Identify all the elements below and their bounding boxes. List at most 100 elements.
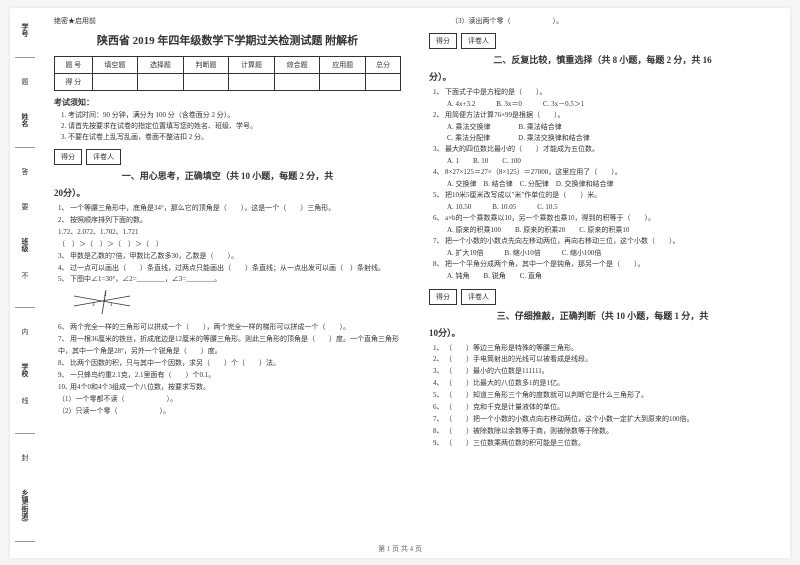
question: 4、过一点可以画出（ ）条直线，过两点只能画出（ ）条直线；从一点出发可以画（ … xyxy=(54,263,401,275)
question: 3、甲数是乙数的7倍，甲数比乙数多30，乙数是（ ）。 xyxy=(54,251,401,263)
grader-box: 评卷人 xyxy=(86,149,121,165)
question: 6、（ ）克和千克是计量液体的单位。 xyxy=(429,402,776,414)
binding-char: 不 xyxy=(20,272,30,287)
exam-title: 陕西省 2019 年四年级数学下学期过关检测试题 附解析 xyxy=(54,32,401,48)
question: 9、一只蜂鸟约重2.1克，2.1里面有（ ）个0.1。 xyxy=(54,370,401,382)
q-text: 把10米5厘米改写成以"米"作单位的是（ ）米。 xyxy=(445,191,601,199)
table-row: 题 号 填空题 选择题 判断题 计算题 综合题 应用题 总分 xyxy=(55,56,401,73)
th: 填空题 xyxy=(92,56,138,73)
th: 题 号 xyxy=(55,56,93,73)
question: 8、比两个因数的积，只与其中一个因数，求另（ ）个（ ）法。 xyxy=(54,358,401,370)
th: 应用题 xyxy=(320,56,366,73)
notice-heading: 考试须知： xyxy=(54,97,401,108)
question: 5、下图中∠1=30°，∠2=________，∠3=________。 xyxy=(54,274,401,286)
q-text: 按照顺序排列下面的数。1.72、2.072、1.702、1.721（ ）＞（ ）… xyxy=(58,216,163,248)
binding-line xyxy=(15,147,35,148)
question: 9、（ ）三位数乘两位数的积可能是三位数。 xyxy=(429,438,776,450)
q-text: 下面式子中是方程的是（ ）。 xyxy=(445,88,547,96)
question: 1、一个等腰三角形中，底角是34°，那么它的顶角是（ ），这是一个（ ）三角形。 xyxy=(54,203,401,215)
score-table: 题 号 填空题 选择题 判断题 计算题 综合题 应用题 总分 得 分 xyxy=(54,56,401,91)
q-text: （ ）比最大的八位数多1的是1亿。 xyxy=(445,379,564,387)
question: 8、把一个平角分成两个角，其中一个是钝角，那另一个是（ ）。 xyxy=(429,259,776,271)
binding-char: 要 xyxy=(20,203,30,218)
angle-label: 2 xyxy=(104,293,107,298)
question: 5、把10米5厘米改写成以"米"作单位的是（ ）米。 xyxy=(429,190,776,202)
question: 4、8×27×125＝27×（8×125）＝27000，这里应用了（ ）。 xyxy=(429,167,776,179)
question: 4、（ ）比最大的八位数多1的是1亿。 xyxy=(429,378,776,390)
angle-diagram: 3 2 1 xyxy=(72,288,132,318)
options: A. 4x+3.2 B. 3x＝0 C. 3x－0.5＞1 xyxy=(429,99,776,110)
binding-label: 学号 xyxy=(20,23,30,37)
q-text: （ ）最小的六位数是111111。 xyxy=(445,367,549,375)
notice-item: 考试时间：90 分钟，满分为 100 分（含卷面分 2 分）。 xyxy=(68,110,401,121)
td xyxy=(320,73,366,90)
binding-char: 封 xyxy=(20,454,30,469)
score-box: 得分 xyxy=(429,33,457,49)
q-text: 8×27×125＝27×（8×125）＝27000，这里应用了（ ）。 xyxy=(445,168,622,176)
left-column: 绝密★启用前 陕西省 2019 年四年级数学下学期过关检测试题 附解析 题 号 … xyxy=(40,8,415,558)
section3-tail: 10分）。 xyxy=(429,326,776,339)
page-footer: 第 1 页 共 4 页 xyxy=(378,544,422,554)
th: 判断题 xyxy=(183,56,229,73)
q-text: 下图中∠1=30°，∠2=________，∠3=________。 xyxy=(70,275,221,283)
q-text: （ ）克和千克是计量液体的单位。 xyxy=(445,403,564,411)
table-row: 得 分 xyxy=(55,73,401,90)
binding-label: 班级 xyxy=(20,238,30,252)
q-text: a×b的一个乘数乘以10，另一个乘数也乘10，得到的积等于（ ）。 xyxy=(445,214,655,222)
question: 1、下面式子中是方程的是（ ）。 xyxy=(429,87,776,99)
q-text: 过一点可以画出（ ）条直线，过两点只能画出（ ）条直线；从一点出发可以画（ ）条… xyxy=(70,264,385,272)
grader-box: 评卷人 xyxy=(461,33,496,49)
options: A. 乘法交换律 B. 乘法结合律C. 乘法分配律 D. 乘法交换律和结合律 xyxy=(429,122,776,144)
section-score-bar: 得分 评卷人 xyxy=(54,149,401,165)
td xyxy=(274,73,320,90)
section-score-bar: 得分 评卷人 xyxy=(429,33,776,49)
secret-mark: 绝密★启用前 xyxy=(54,16,401,26)
q-text: 一只蜂鸟约重2.1克，2.1里面有（ ）个0.1。 xyxy=(70,371,215,379)
question: 7、用一根36厘米的铁丝，折成底边是12厘米的等腰三角形。则此三角形的顶角是（ … xyxy=(54,334,401,358)
td xyxy=(92,73,138,90)
q-text: 用一根36厘米的铁丝，折成底边是12厘米的等腰三角形。则此三角形的顶角是（ ）度… xyxy=(58,335,399,355)
section-score-bar: 得分 评卷人 xyxy=(429,289,776,305)
th: 选择题 xyxy=(138,56,184,73)
question: 3、最大的四位数比最小的（ ）才能成为五位数。 xyxy=(429,144,776,156)
th: 总分 xyxy=(365,56,400,73)
question: 2、（ ）手电筒射出的光线可以被看成是线段。 xyxy=(429,354,776,366)
q-text: （ ）手电筒射出的光线可以被看成是线段。 xyxy=(445,355,592,363)
q-text: 把一个小数的小数点先向左移动两位，再向右移动三位，这个小数（ ）。 xyxy=(445,237,680,245)
score-box: 得分 xyxy=(429,289,457,305)
binding-line xyxy=(15,307,35,308)
binding-label: 乡镇(街道) xyxy=(20,489,30,522)
score-box: 得分 xyxy=(54,149,82,165)
q-text: 两个完全一样的三角形可以拼成一个（ ），两个完全一样的梯形可以拼成一个（ ）。 xyxy=(70,323,350,331)
binding-line xyxy=(15,541,35,542)
td xyxy=(365,73,400,90)
grader-box: 评卷人 xyxy=(461,289,496,305)
notice-list: 考试时间：90 分钟，满分为 100 分（含卷面分 2 分）。 请首先按要求在试… xyxy=(54,110,401,144)
section2-tail: 分）。 xyxy=(429,70,776,83)
question: 2、按照顺序排列下面的数。1.72、2.072、1.702、1.721（ ）＞（… xyxy=(54,215,401,251)
question: 7、把一个小数的小数点先向左移动两位，再向右移动三位，这个小数（ ）。 xyxy=(429,236,776,248)
td xyxy=(183,73,229,90)
q-text: （ ）三位数乘两位数的积可能是三位数。 xyxy=(445,439,585,447)
binding-label: 学校 xyxy=(20,363,30,377)
q-text: 比两个因数的积，只与其中一个因数，求另（ ）个（ ）法。 xyxy=(70,359,280,367)
binding-char: 答 xyxy=(20,168,30,183)
binding-char: 线 xyxy=(20,397,30,412)
exam-page: 学号 题 姓名 答 要 班级 不 内 学校 线 封 乡镇(街道) 绝密★启用前 … xyxy=(10,8,790,558)
section1-tail: 20分）。 xyxy=(54,186,401,199)
binding-char: 内 xyxy=(20,328,30,343)
options: A. 1 B. 10 C. 100 xyxy=(429,156,776,167)
section3-title: 三、仔细推敲，正确判断（共 10 小题，每题 1 分，共 xyxy=(429,309,776,322)
q-text: 把一个平角分成两个角，其中一个是钝角，那另一个是（ ）。 xyxy=(445,260,645,268)
question: 8、（ ）被除数除以余数等于商，则被除数等于除数。 xyxy=(429,426,776,438)
binding-line xyxy=(15,57,35,58)
q-text: （ ）等边三角形是特殊的等腰三角形。 xyxy=(445,344,578,352)
q-text: （ ）被除数除以余数等于商，则被除数等于除数。 xyxy=(445,427,613,435)
binding-label: 姓名 xyxy=(20,113,30,127)
question: 5、（ ）知道三角形三个角的度数就可以判断它是什么三角形了。 xyxy=(429,390,776,402)
th: 计算题 xyxy=(229,56,275,73)
options: A. 交换律 B. 结合律 C. 分配律 D. 交换律和结合律 xyxy=(429,179,776,190)
options: A. 扩大10倍 B. 缩小10倍 C. 缩小100倍 xyxy=(429,248,776,259)
th: 综合题 xyxy=(274,56,320,73)
binding-line xyxy=(15,433,35,434)
